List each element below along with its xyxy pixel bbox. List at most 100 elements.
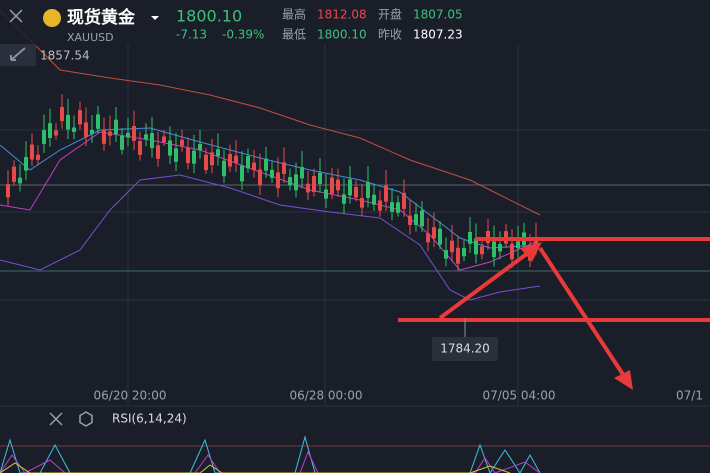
candle-body (186, 147, 190, 164)
candle-body (426, 233, 430, 243)
candle-body (144, 134, 148, 140)
symbol: XAUUSD (67, 31, 114, 44)
candles (6, 94, 538, 271)
candle-body (384, 185, 388, 202)
candle-body (354, 187, 358, 198)
candle-body (210, 152, 214, 166)
close-indicator[interactable] (49, 412, 63, 426)
candle-body (60, 106, 64, 122)
candle-body (282, 162, 286, 174)
candle-body (348, 179, 352, 196)
band-ma (0, 131, 541, 271)
stat-label: 最低 (282, 28, 306, 42)
time-label: 06/28 00:00 (290, 389, 363, 403)
rsi-line (0, 435, 541, 473)
candle-body (450, 240, 454, 253)
band-upper (0, 9, 541, 216)
candle-body (336, 179, 340, 191)
candle-body (330, 177, 334, 194)
candle-body (12, 166, 16, 182)
candle-body (126, 132, 130, 138)
candle-body (462, 248, 466, 257)
candle-body (396, 202, 400, 213)
candle-body (474, 238, 478, 255)
stat-label: 开盘 (378, 7, 402, 22)
candle-body (534, 238, 538, 246)
candle-body (516, 241, 520, 249)
candle-body (252, 162, 256, 171)
candle-body (30, 144, 34, 160)
candle-body (54, 130, 58, 136)
candle-body (378, 200, 382, 211)
instrument-name[interactable]: 现货黄金 (67, 7, 136, 28)
candle-body (114, 119, 118, 135)
candle-body (222, 160, 226, 177)
price: 1800.10 (176, 7, 242, 26)
candle-body (48, 123, 52, 139)
close-button[interactable] (9, 9, 23, 23)
time-label: 07/05 04:00 (483, 389, 556, 403)
candle-body (306, 183, 310, 193)
change-pct: -0.39% (222, 28, 264, 42)
candle-body (366, 181, 370, 198)
header-bg (0, 0, 710, 44)
stat-value: 1812.08 (317, 8, 367, 22)
indicator-label: RSI(6,14,24) (112, 412, 187, 426)
candle-body (444, 250, 448, 259)
candle-body (150, 133, 154, 149)
candle-body (480, 246, 484, 255)
candle-body (294, 174, 298, 191)
high-marker: 1857.54 (40, 49, 90, 63)
candle-body (390, 202, 394, 212)
candle-body (168, 140, 172, 156)
candle-body (132, 126, 136, 141)
candle-body (96, 114, 100, 129)
settings-indicator[interactable] (79, 411, 93, 427)
candle-body (108, 131, 112, 136)
gold-icon (43, 9, 61, 27)
candle-body (300, 167, 304, 179)
candle-body (312, 176, 316, 192)
candle-body (408, 215, 412, 225)
candle-body (180, 139, 184, 146)
candle-body (42, 130, 46, 144)
candle-body (372, 194, 376, 205)
candle-body (138, 141, 142, 155)
candle-body (342, 194, 346, 204)
candle-body (174, 148, 178, 162)
candle-body (90, 129, 94, 134)
candle-body (228, 154, 232, 167)
candle-body (492, 241, 496, 258)
low-marker: 1784.20 (440, 342, 490, 356)
candle-body (6, 184, 10, 198)
candle-body (288, 177, 292, 186)
candle-body (204, 154, 208, 171)
grid (0, 45, 710, 405)
candle-body (216, 149, 220, 157)
candle-body (102, 129, 106, 144)
candle-body (36, 154, 40, 160)
candle-body (414, 214, 418, 225)
stat-label: 最高 (282, 7, 306, 22)
candle-body (318, 172, 322, 184)
stat-value: 1807.23 (413, 28, 463, 42)
candle-body (246, 156, 250, 169)
candle-body (264, 158, 268, 171)
change: -7.13 (176, 28, 207, 42)
rsi-line (0, 462, 511, 473)
candle-body (432, 227, 436, 239)
candle-body (456, 247, 460, 264)
candle-body (324, 189, 328, 199)
draw-icon (10, 47, 26, 61)
candle-body (420, 210, 424, 227)
low-marker-box (432, 337, 498, 361)
candle-body (468, 231, 472, 244)
annotation-arrows (398, 237, 710, 390)
candle-body (240, 165, 244, 182)
dropdown[interactable] (151, 16, 159, 20)
candle-body (84, 122, 88, 137)
candle-body (162, 136, 166, 143)
candle-body (258, 169, 262, 186)
time-label: 07/1 (676, 389, 703, 403)
